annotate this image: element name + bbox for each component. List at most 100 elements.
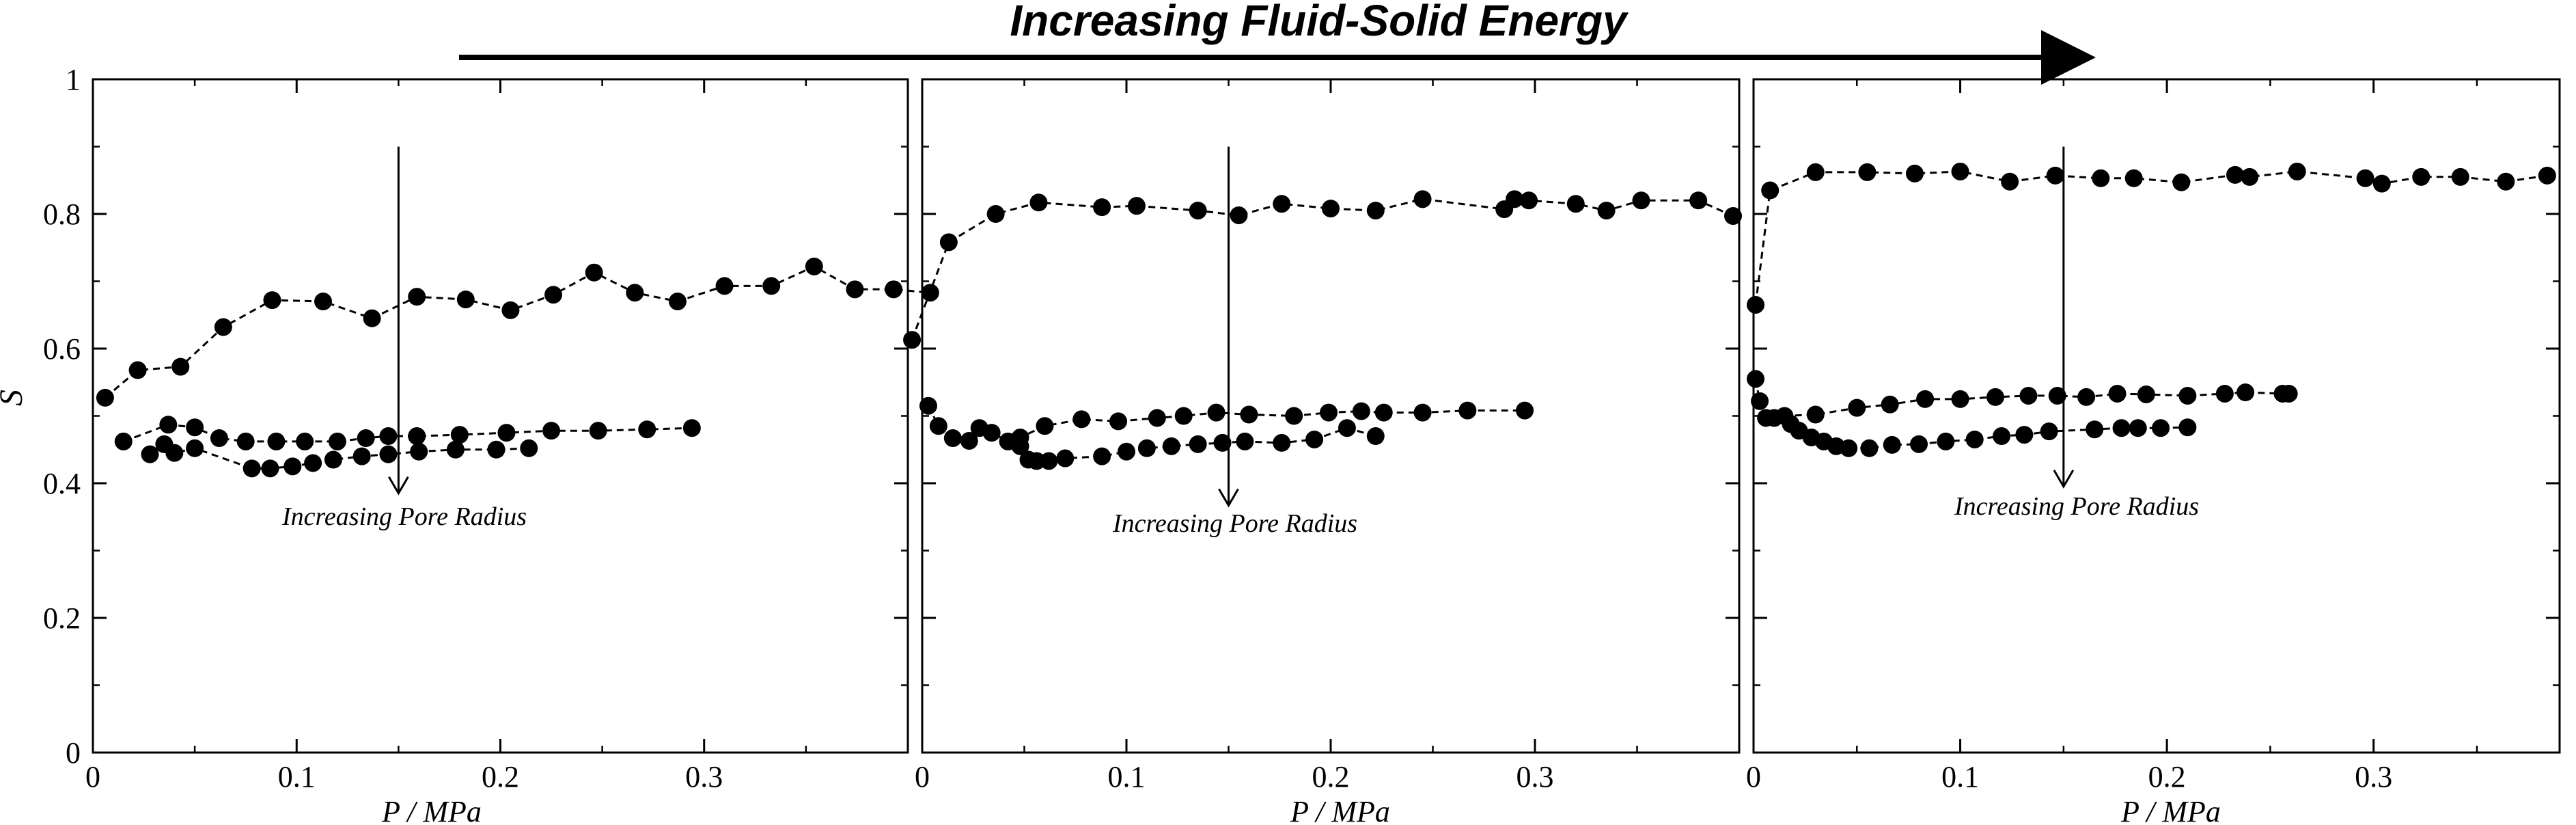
data-point: [2497, 172, 2515, 191]
data-point: [487, 440, 505, 459]
data-point: [128, 361, 147, 379]
figure-title: Increasing Fluid-Solid Energy: [1010, 0, 1629, 45]
data-point: [2077, 388, 2096, 406]
data-point: [165, 444, 184, 462]
y-tick-label: 0.6: [43, 332, 81, 366]
data-point: [1765, 409, 1784, 427]
x-tick-label: 0: [85, 760, 100, 794]
y-axis-label: S: [0, 390, 29, 406]
data-point: [520, 439, 538, 457]
data-point: [986, 205, 1005, 223]
data-point: [1597, 202, 1616, 220]
data-point: [1993, 427, 2011, 446]
data-point: [352, 447, 371, 465]
data-point: [846, 280, 864, 299]
series-line: [1754, 170, 2548, 306]
data-point: [2236, 383, 2255, 402]
data-point: [1848, 398, 1866, 417]
pore-radius-label: Increasing Pore Radius: [1954, 492, 2199, 521]
data-point: [1689, 191, 1708, 210]
data-point: [2137, 385, 2155, 403]
data-point: [186, 439, 204, 457]
data-point: [2538, 166, 2556, 185]
pore-radius-arrowhead: [388, 476, 409, 496]
data-point: [2226, 165, 2244, 184]
panel-low-energy: P / MPa Increasing Pore Radius 0 0.1 0.2 0.…: [43, 63, 939, 825]
x-tick-label: 0.3: [1516, 760, 1554, 794]
data-point: [1881, 395, 1899, 414]
data-point: [1910, 435, 1928, 453]
data-point: [1213, 433, 1232, 452]
data-point: [1806, 163, 1825, 181]
data-point: [1338, 419, 1356, 437]
data-point: [1632, 191, 1650, 210]
data-point: [1072, 410, 1091, 429]
data-point: [2451, 167, 2469, 186]
data-point: [283, 457, 302, 476]
data-point: [1093, 447, 1111, 465]
data-point: [929, 417, 947, 435]
data-point: [2015, 426, 2034, 444]
data-point: [805, 257, 823, 275]
data-point: [357, 429, 375, 448]
data-point: [1027, 452, 1046, 470]
data-point: [1174, 407, 1193, 425]
data-point: [1566, 195, 1585, 213]
pore-radius-arrowhead: [2053, 470, 2075, 489]
x-tick-label: 0.2: [2148, 760, 2186, 794]
data-point: [1916, 390, 1935, 408]
data-point: [1093, 198, 1111, 217]
data-point: [1137, 439, 1156, 457]
data-point: [450, 426, 469, 444]
data-point: [1516, 401, 1534, 420]
panel-high-energy: P / MPa Increasing Pore Radius 0 0.1 0.2 0.…: [1746, 78, 2561, 825]
data-point: [446, 440, 465, 459]
x-tick-label: 0.1: [278, 760, 316, 794]
panel-medium-energy: P / MPa Increasing Pore Radius 0 0.1 0.2 0.…: [903, 78, 1743, 825]
data-point: [1937, 432, 1955, 450]
x-tick-label: 0.3: [2355, 760, 2392, 794]
data-point: [1860, 439, 1879, 457]
data-point: [96, 388, 114, 407]
data-point: [214, 318, 232, 336]
data-point: [1965, 430, 1984, 448]
data-point: [261, 459, 279, 478]
data-point: [408, 288, 426, 306]
data-point: [171, 357, 190, 376]
data-point: [456, 290, 475, 309]
data-point: [2019, 386, 2038, 405]
data-point: [2108, 384, 2127, 403]
data-point: [1189, 202, 1207, 220]
pore-radius-arrowhead: [1218, 488, 1239, 508]
data-point: [1520, 191, 1538, 210]
x-tick-label: 0: [1746, 760, 1761, 794]
data-point: [1029, 193, 1048, 212]
data-point: [1305, 430, 1324, 448]
data-point: [1230, 206, 1248, 224]
data-point: [1056, 449, 1075, 468]
data-point: [982, 424, 1001, 442]
data-point: [1906, 164, 1924, 182]
data-point: [328, 432, 346, 450]
plot-frame: [92, 78, 909, 754]
x-tick-label: 0.2: [1312, 760, 1350, 794]
data-point: [296, 432, 314, 450]
data-point: [497, 424, 516, 442]
x-tick-label: 0: [915, 760, 930, 794]
data-point: [1320, 403, 1338, 422]
x-tick-label: 0.2: [482, 760, 519, 794]
data-point: [1747, 295, 1765, 314]
data-point: [1413, 190, 1432, 208]
data-point: [2124, 169, 2143, 187]
data-point: [314, 293, 333, 311]
data-point: [1189, 435, 1207, 453]
data-point: [589, 422, 607, 440]
data-point: [668, 293, 687, 311]
data-point: [324, 450, 342, 469]
data-point: [2112, 419, 2131, 437]
data-point: [1040, 452, 1058, 470]
data-point: [2280, 384, 2298, 403]
data-point: [943, 429, 962, 448]
data-point: [114, 432, 133, 450]
